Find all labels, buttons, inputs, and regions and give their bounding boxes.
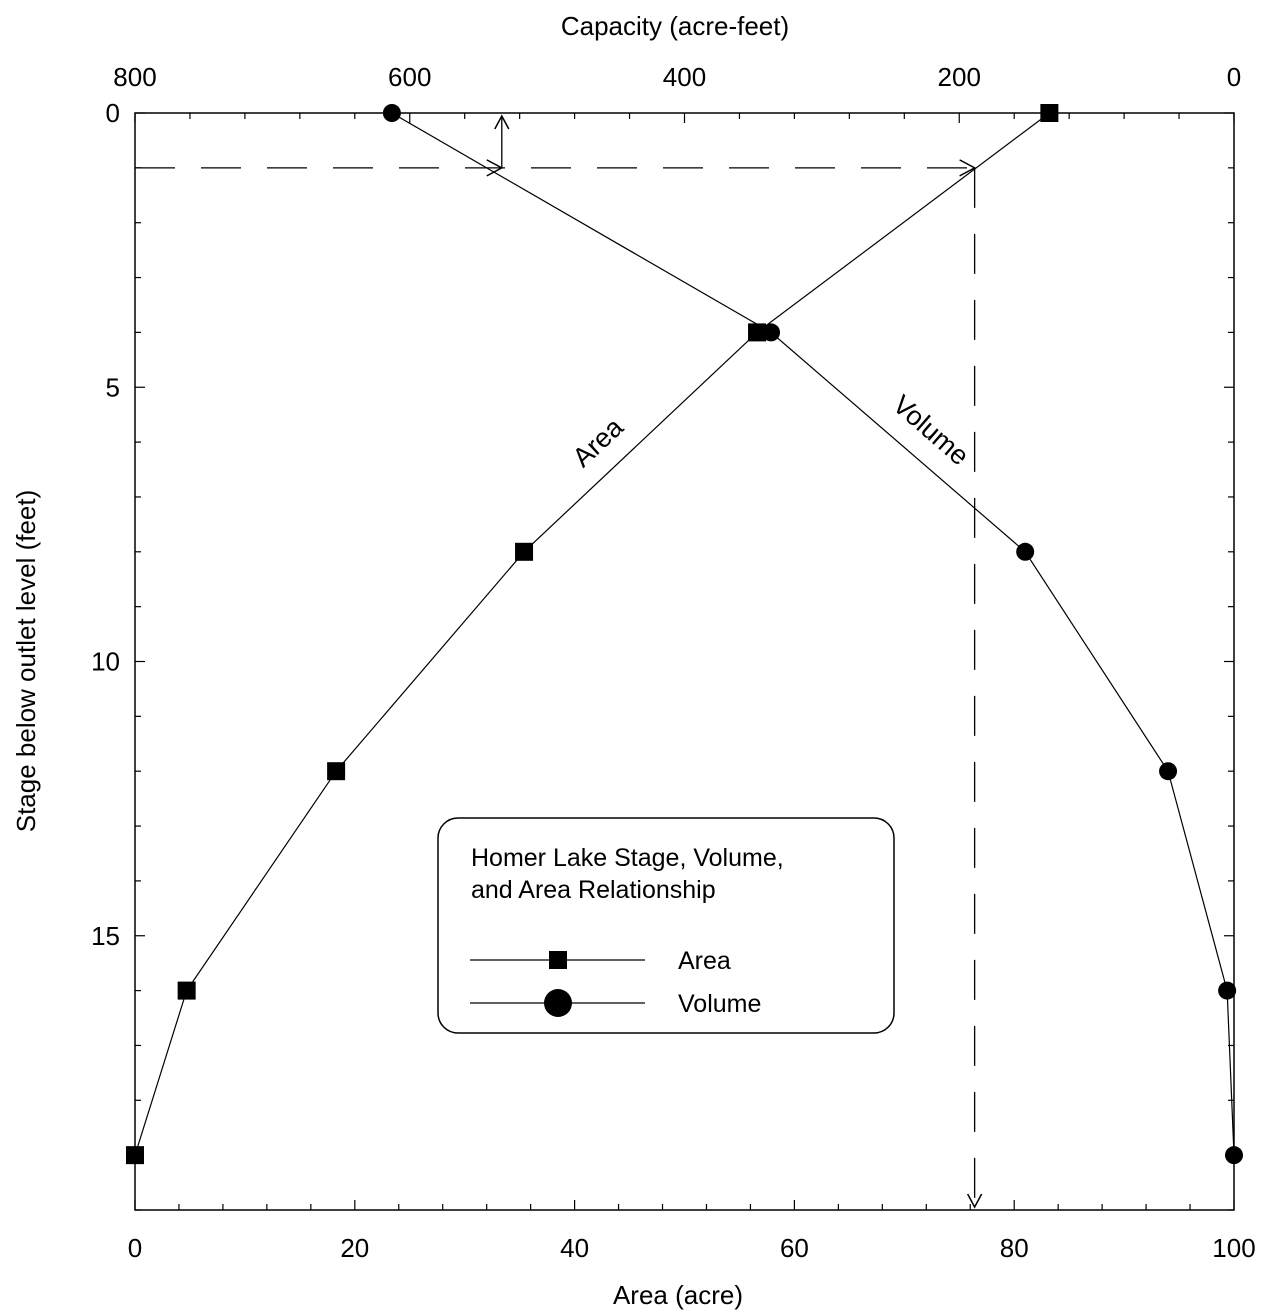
- legend-area-label: Area: [678, 947, 731, 975]
- volume-data-point: [1218, 981, 1237, 1000]
- y-axis-title: Stage below outlet level (feet): [11, 490, 41, 833]
- legend-box: [437, 817, 895, 1034]
- x-bottom-tick-label: 0: [128, 1233, 142, 1263]
- plot-frame: [134, 112, 1235, 1211]
- volume-data-point: [1225, 1146, 1243, 1165]
- x-bottom-tick-label: 80: [1000, 1233, 1029, 1263]
- x-top-tick-label: 0: [1227, 62, 1241, 92]
- y-tick-label: 10: [91, 647, 120, 677]
- x-bottom-axis-title: Area (acre): [613, 1280, 743, 1310]
- area-data-point: [748, 323, 767, 342]
- y-tick-label: 5: [106, 372, 120, 402]
- arrow-right-icon: [486, 159, 504, 177]
- volume-data-point: [382, 104, 401, 122]
- arrow-right-icon: [959, 159, 977, 177]
- volume-data-point: [1016, 542, 1035, 561]
- x-top-tick-label: 800: [113, 62, 156, 92]
- area-data-point: [1040, 104, 1059, 122]
- area-data-point: [327, 762, 346, 781]
- legend-title-line-1: Homer Lake Stage, Volume,: [471, 844, 784, 872]
- volume-series-line: [391, 112, 1235, 1156]
- legend: Homer Lake Stage, Volume, and Area Relat…: [437, 817, 895, 1034]
- y-tick-label: 15: [91, 921, 120, 951]
- series-group: [126, 104, 1243, 1165]
- area-data-point: [177, 981, 196, 1000]
- x-bottom-tick-label: 60: [780, 1233, 809, 1263]
- legend-volume-label: Volume: [678, 990, 761, 1018]
- legend-title-line-2: and Area Relationship: [471, 876, 716, 904]
- guide-lines: [135, 114, 983, 1210]
- plot-border: [134, 112, 1235, 1211]
- area-data-point: [126, 1146, 144, 1165]
- volume-curve-label: Volume: [887, 389, 975, 471]
- volume-data-point: [1159, 762, 1178, 781]
- y-tick-label: 0: [106, 98, 120, 128]
- x-top-tick-label: 200: [938, 62, 981, 92]
- area-data-point: [515, 542, 534, 561]
- axis-ticks: [134, 112, 1235, 1211]
- x-bottom-tick-label: 20: [340, 1233, 369, 1263]
- arrow-down-icon: [966, 1193, 983, 1209]
- x-top-tick-label: 400: [663, 62, 706, 92]
- x-top-tick-label: 600: [388, 62, 431, 92]
- legend-area-square-marker: [549, 951, 567, 969]
- x-bottom-tick-label: 40: [560, 1233, 589, 1263]
- x-bottom-tick-label: 100: [1212, 1233, 1255, 1263]
- arrow-up-icon: [494, 114, 510, 130]
- axis-tick-labels: 0 5 10 15 0 20 40 60 80 100 800 600 400 200 0: [91, 62, 1256, 1263]
- legend-volume-circle-marker: [544, 989, 572, 1017]
- area-curve-label: Area: [567, 411, 630, 473]
- x-top-axis-title: Capacity (acre-feet): [561, 11, 789, 41]
- area-series-line: [134, 112, 1050, 1156]
- volume-data-point: [762, 323, 781, 342]
